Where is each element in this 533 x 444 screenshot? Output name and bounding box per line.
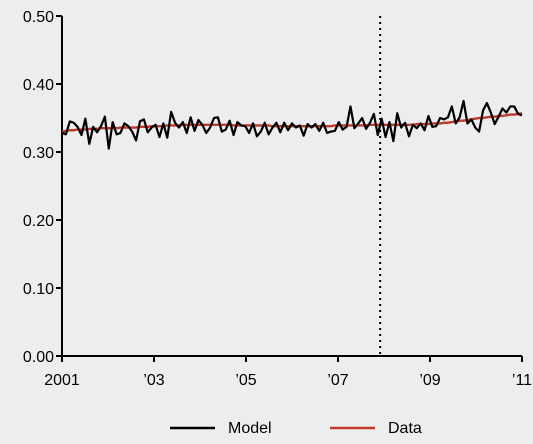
y-tick-label: 0.20 — [23, 213, 54, 230]
legend-label-model: Model — [228, 420, 272, 437]
y-tick-label: 0.30 — [23, 145, 54, 162]
x-tick-label: ’07 — [327, 372, 348, 389]
x-axis-ticks: 2001 ’03 ’05 ’07 ’09 ’11 — [44, 356, 532, 389]
x-tick-label: ’11 — [512, 372, 532, 389]
y-axis-ticks: 0.00 0.10 0.20 0.30 0.40 0.50 — [23, 9, 62, 366]
series-line-model — [61, 99, 523, 150]
x-tick-label: ’05 — [235, 372, 256, 389]
y-tick-label: 0.40 — [23, 77, 54, 94]
y-tick-label: 0.50 — [23, 9, 54, 26]
series-layer — [61, 99, 523, 150]
x-tick-label: ’09 — [419, 372, 440, 389]
x-tick-label: ’03 — [143, 372, 164, 389]
axes — [61, 16, 522, 357]
x-tick-label: 2001 — [44, 372, 80, 389]
legend: Model Data — [170, 420, 422, 437]
y-tick-label: 0.10 — [23, 281, 54, 298]
y-tick-label: 0.00 — [23, 349, 54, 366]
legend-label-data: Data — [388, 420, 422, 437]
